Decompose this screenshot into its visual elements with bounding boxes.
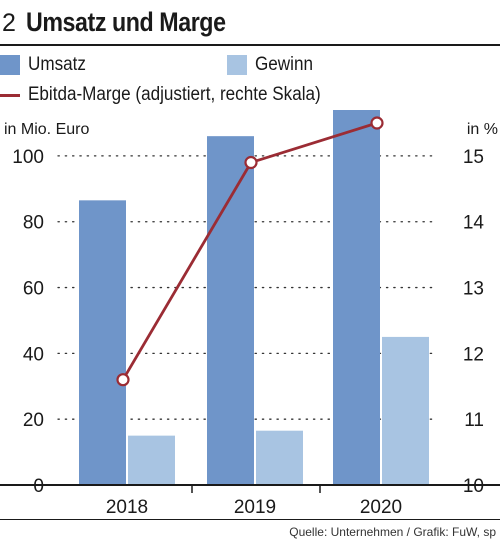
left-tick-0: 0 [33,476,44,497]
figure-number: 2 [2,9,16,37]
x-tick-2018: 2018 [106,497,148,518]
legend-item-gewinn: Gewinn [227,53,319,77]
right-tick-14: 14 [463,213,485,234]
source-note: Quelle: Unternehmen / Grafik: FuW, sp [289,525,496,539]
bar-gewinn-2019 [256,430,303,485]
bars [79,110,429,485]
left-tick-20: 20 [23,410,44,431]
bar-gewinn-2020 [382,336,429,485]
left-tick-80: 80 [23,213,44,234]
margin-line [116,116,384,387]
margin-point-2019 [244,155,258,170]
left-tick-40: 40 [23,344,44,365]
bar-umsatz-2019 [207,136,254,485]
right-tick-11: 11 [464,410,484,431]
title-rule [0,44,500,46]
right-tick-13: 13 [463,279,484,300]
right-axis-label: in % [467,121,498,138]
left-tick-60: 60 [23,279,44,300]
margin-point-2020 [370,116,384,130]
left-tick-labels: 0 20 40 60 80 100 [12,147,44,497]
right-tick-15: 15 [463,147,484,168]
margin-point-2018 [116,373,130,387]
legend-label-gewinn: Gewinn [255,54,313,75]
chart-header: 2 Umsatz und Marge [0,0,500,46]
legend-label-marge: Ebitda-Marge (adjustiert, rechte Skala) [28,84,321,105]
chart-title: Umsatz und Marge [26,7,226,37]
left-tick-100: 100 [12,147,44,168]
left-axis-label: in Mio. Euro [4,121,89,138]
source-rule [0,519,500,520]
right-tick-12: 12 [463,344,484,365]
legend-swatch-umsatz [0,55,20,75]
right-tick-labels: 10 11 12 13 14 15 [463,147,485,497]
legend-label-umsatz: Umsatz [28,54,86,75]
legend-item-marge: Ebitda-Marge (adjustiert, rechte Skala) [0,83,353,107]
legend: Umsatz Gewinn Ebitda-Marge (adjustiert, … [0,52,500,112]
legend-line-marge [0,93,20,97]
x-tick-2020: 2020 [360,497,402,518]
legend-swatch-gewinn [227,55,247,75]
right-tick-10: 10 [463,476,484,497]
bar-umsatz-2018 [79,200,126,485]
bar-umsatz-2020 [333,110,380,485]
legend-item-umsatz: Umsatz [0,53,92,77]
x-tick-2019: 2019 [234,497,276,518]
bar-gewinn-2018 [128,435,175,485]
x-axis: 2018 2019 2020 [0,484,500,518]
